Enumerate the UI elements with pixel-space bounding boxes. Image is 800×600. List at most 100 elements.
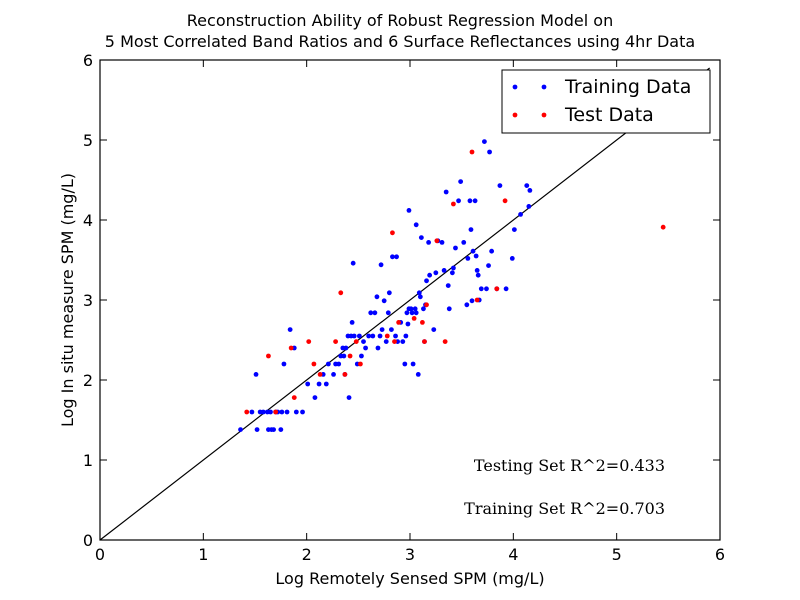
training-data-point [421, 306, 426, 312]
test-data-point [434, 238, 440, 244]
test-data-point [266, 353, 271, 359]
test-data-point [422, 339, 427, 344]
training-data-point [518, 212, 523, 217]
training-data-point [331, 372, 336, 377]
training-data-point [363, 345, 368, 351]
training-data-point [433, 270, 439, 276]
training-data-point [484, 286, 489, 292]
training-data-point [341, 353, 347, 359]
x-tick-label: 0 [95, 545, 105, 564]
training-data-point [271, 427, 276, 432]
training-data-point [254, 427, 260, 432]
test-data-point [244, 409, 250, 415]
training-data-point [403, 333, 409, 339]
training-data-point [383, 339, 389, 344]
x-tick-label: 5 [612, 545, 622, 564]
training-data-point [473, 253, 479, 259]
training-data-point [385, 310, 391, 316]
test-data-point [442, 339, 448, 344]
training-data-point [417, 294, 423, 300]
test-data-point [347, 353, 353, 359]
x-tick-label: 2 [302, 545, 312, 564]
test-data-point [660, 224, 666, 230]
training-data-point [413, 310, 419, 316]
training-data-point [293, 409, 299, 415]
test-data-point [411, 316, 417, 321]
training-data-point [464, 302, 470, 308]
training-data-point [323, 381, 329, 387]
training-data-point [456, 198, 461, 204]
test-data-point [390, 230, 395, 236]
y-axis-label: Log In situ measure SPM (mg/L) [58, 173, 77, 427]
chart-title-line-2: 5 Most Correlated Band Ratios and 6 Surf… [105, 32, 695, 51]
training-data-point [370, 333, 376, 339]
training-data-point [503, 286, 509, 292]
training-data-point [486, 263, 491, 268]
test-data-point [396, 320, 402, 325]
training-data-point [336, 361, 342, 367]
training-data-point [461, 240, 467, 245]
training-data-point [446, 306, 452, 312]
training-data-point [416, 290, 422, 296]
test-data-point [338, 290, 344, 296]
test-data-point [494, 286, 500, 292]
test-data-point [306, 339, 312, 344]
training-data-point [482, 139, 487, 145]
training-data-point [253, 372, 259, 377]
chart-title-line-1: Reconstruction Ability of Robust Regress… [187, 11, 613, 30]
test-data-point [353, 339, 359, 344]
data-points [238, 139, 666, 432]
training-data-point [451, 265, 456, 271]
training-data-point [427, 272, 433, 278]
training-data-point [386, 290, 392, 296]
legend-box [501, 69, 711, 134]
test-data-point [358, 361, 363, 367]
training-data-point [349, 320, 355, 325]
training-data-point [472, 198, 478, 204]
x-tick-label: 3 [405, 545, 415, 564]
training-data-point [268, 409, 273, 415]
training-data-point [415, 372, 421, 377]
training-data-point [238, 427, 243, 432]
test-data-point [469, 149, 475, 155]
legend-marker-training [512, 84, 518, 90]
training-data-point [316, 381, 322, 387]
training-data-point [410, 361, 416, 367]
training-data-point [468, 227, 474, 233]
training-data-point [443, 189, 449, 195]
legend-marker-training [541, 84, 547, 90]
training-data-point [426, 240, 431, 245]
training-data-point [475, 272, 481, 278]
training-data-point [389, 327, 394, 332]
test-data-point [502, 198, 508, 204]
legend-marker-test [541, 112, 547, 118]
training-data-point [418, 235, 424, 241]
training-data-point [467, 198, 473, 204]
training-data-point [405, 321, 411, 327]
test-data-point [451, 201, 456, 207]
training-data-point [406, 208, 412, 213]
plot-area: 0 1 2 3 4 5 6 0 1 2 3 4 5 6 [83, 51, 725, 564]
training-data-point [449, 270, 455, 276]
training-r2-annotation: Training Set R^2=0.703 [464, 499, 665, 518]
legend-label-test: Test Data [564, 104, 654, 126]
training-data-point [527, 188, 533, 193]
training-data-point [379, 327, 385, 332]
training-data-point [356, 333, 362, 339]
training-data-point [351, 333, 357, 339]
training-data-point [469, 298, 475, 304]
training-data-point [394, 254, 399, 260]
training-data-point [260, 409, 266, 415]
training-data-point [487, 149, 492, 155]
training-data-point [511, 227, 517, 233]
training-data-point [374, 294, 380, 300]
test-data-point [311, 361, 317, 367]
training-data-point [404, 310, 410, 316]
test-data-point [291, 395, 297, 400]
training-data-series [238, 139, 533, 432]
training-data-point [378, 262, 384, 268]
x-axis-label: Log Remotely Sensed SPM (mg/L) [275, 569, 544, 588]
y-tick-label: 6 [83, 51, 93, 70]
test-data-point [333, 339, 338, 344]
training-data-point [368, 310, 374, 316]
